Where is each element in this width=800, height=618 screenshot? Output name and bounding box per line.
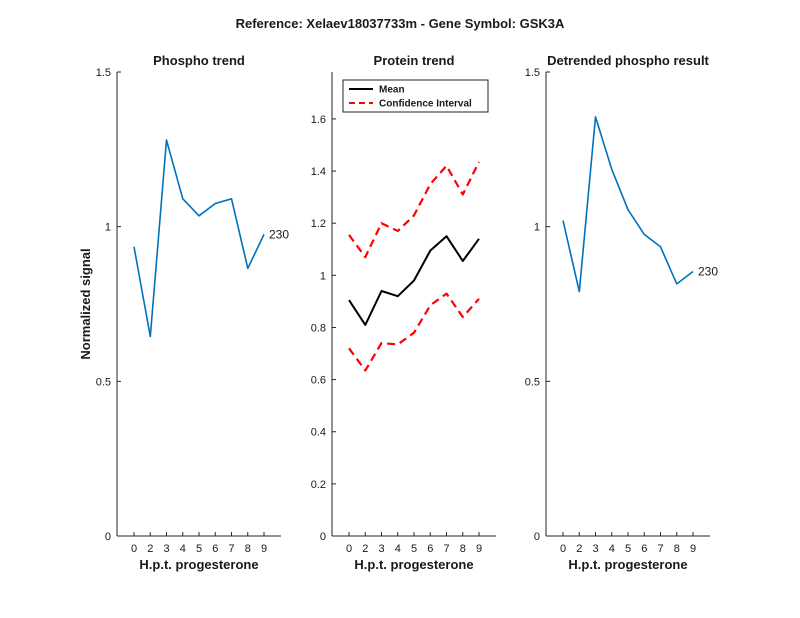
x-tick-label: 2 [147,543,153,555]
y-tick-label: 1 [105,222,111,234]
y-tick-label: 1 [320,270,326,282]
x-tick-label: 3 [163,543,169,555]
x-tick-label: 6 [641,543,647,555]
y-tick-label: 0 [105,531,111,543]
x-axis-label: H.p.t. progesterone [354,557,473,572]
x-tick-label: 0 [346,543,352,555]
x-tick-label: 3 [592,543,598,555]
x-tick-label: 8 [245,543,251,555]
x-tick-label: 6 [212,543,218,555]
y-tick-label: 1 [534,222,540,234]
x-tick-label: 7 [228,543,234,555]
legend-label: Mean [379,85,405,96]
series-line [133,139,265,338]
x-tick-label: 4 [609,543,615,555]
y-tick-label: 0 [320,531,326,543]
x-tick-label: 9 [690,543,696,555]
y-tick-label: 1.5 [525,67,540,79]
y-tick-label: 1.6 [311,114,326,126]
chart-title: Phospho trend [153,53,245,68]
x-tick-label: 2 [576,543,582,555]
y-tick-label: 1.5 [96,67,111,79]
chart-title: Protein trend [374,53,455,68]
x-tick-label: 9 [261,543,267,555]
legend-label: Confidence Interval [379,99,472,110]
y-tick-label: 0.6 [311,375,326,387]
x-tick-label: 7 [657,543,663,555]
x-tick-label: 3 [378,543,384,555]
chart-protein: 00.20.40.60.811.21.41.60 2 3 4 5 6 7 8 9Protein … [311,53,496,572]
x-tick-label: 0 [560,543,566,555]
y-tick-label: 0.5 [96,376,111,388]
y-tick-label: 0 [534,531,540,543]
legend-box [342,79,489,113]
x-tick-label: 4 [180,543,186,555]
y-tick-label: 1.2 [311,218,326,230]
series-line [348,235,480,326]
point-annotation: 230 [269,227,289,241]
x-tick-label: 4 [395,543,401,555]
y-tick-label: 0.8 [311,322,326,334]
series-line [562,116,694,293]
x-tick-label: 5 [196,543,202,555]
legend: Mean Confidence Interval [342,79,489,113]
x-tick-label: 8 [460,543,466,555]
y-tick-label: 0.5 [525,376,540,388]
x-axis-label: H.p.t. progesterone [139,557,258,572]
y-tick-label: 0.4 [311,427,326,439]
chart-title: Detrended phospho result [547,53,709,68]
y-axis-label: Normalized signal [78,248,93,359]
x-tick-label: 2 [362,543,368,555]
series-line [348,161,480,259]
x-tick-label: 6 [427,543,433,555]
x-tick-label: 5 [625,543,631,555]
x-axis-label: H.p.t. progesterone [568,557,687,572]
x-tick-label: 0 [131,543,137,555]
x-tick-label: 9 [476,543,482,555]
series-line [348,292,480,372]
y-tick-label: 1.4 [311,166,326,178]
point-annotation: 230 [698,265,718,279]
x-tick-label: 7 [443,543,449,555]
y-tick-label: 0.2 [311,479,326,491]
figure-title: Reference: Xelaev18037733m - Gene Symbol… [236,16,565,31]
x-tick-label: 8 [674,543,680,555]
x-tick-label: 5 [411,543,417,555]
